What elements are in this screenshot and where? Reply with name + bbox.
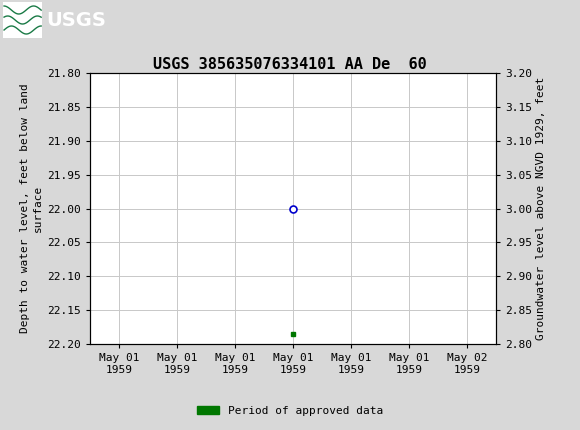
Y-axis label: Groundwater level above NGVD 1929, feet: Groundwater level above NGVD 1929, feet (536, 77, 546, 340)
Text: USGS: USGS (46, 10, 106, 30)
Text: USGS 385635076334101 AA De  60: USGS 385635076334101 AA De 60 (153, 57, 427, 72)
Legend: Period of approved data: Period of approved data (193, 401, 387, 420)
Y-axis label: Depth to water level, feet below land
surface: Depth to water level, feet below land su… (20, 84, 43, 333)
Bar (3, 2, 42, 38)
